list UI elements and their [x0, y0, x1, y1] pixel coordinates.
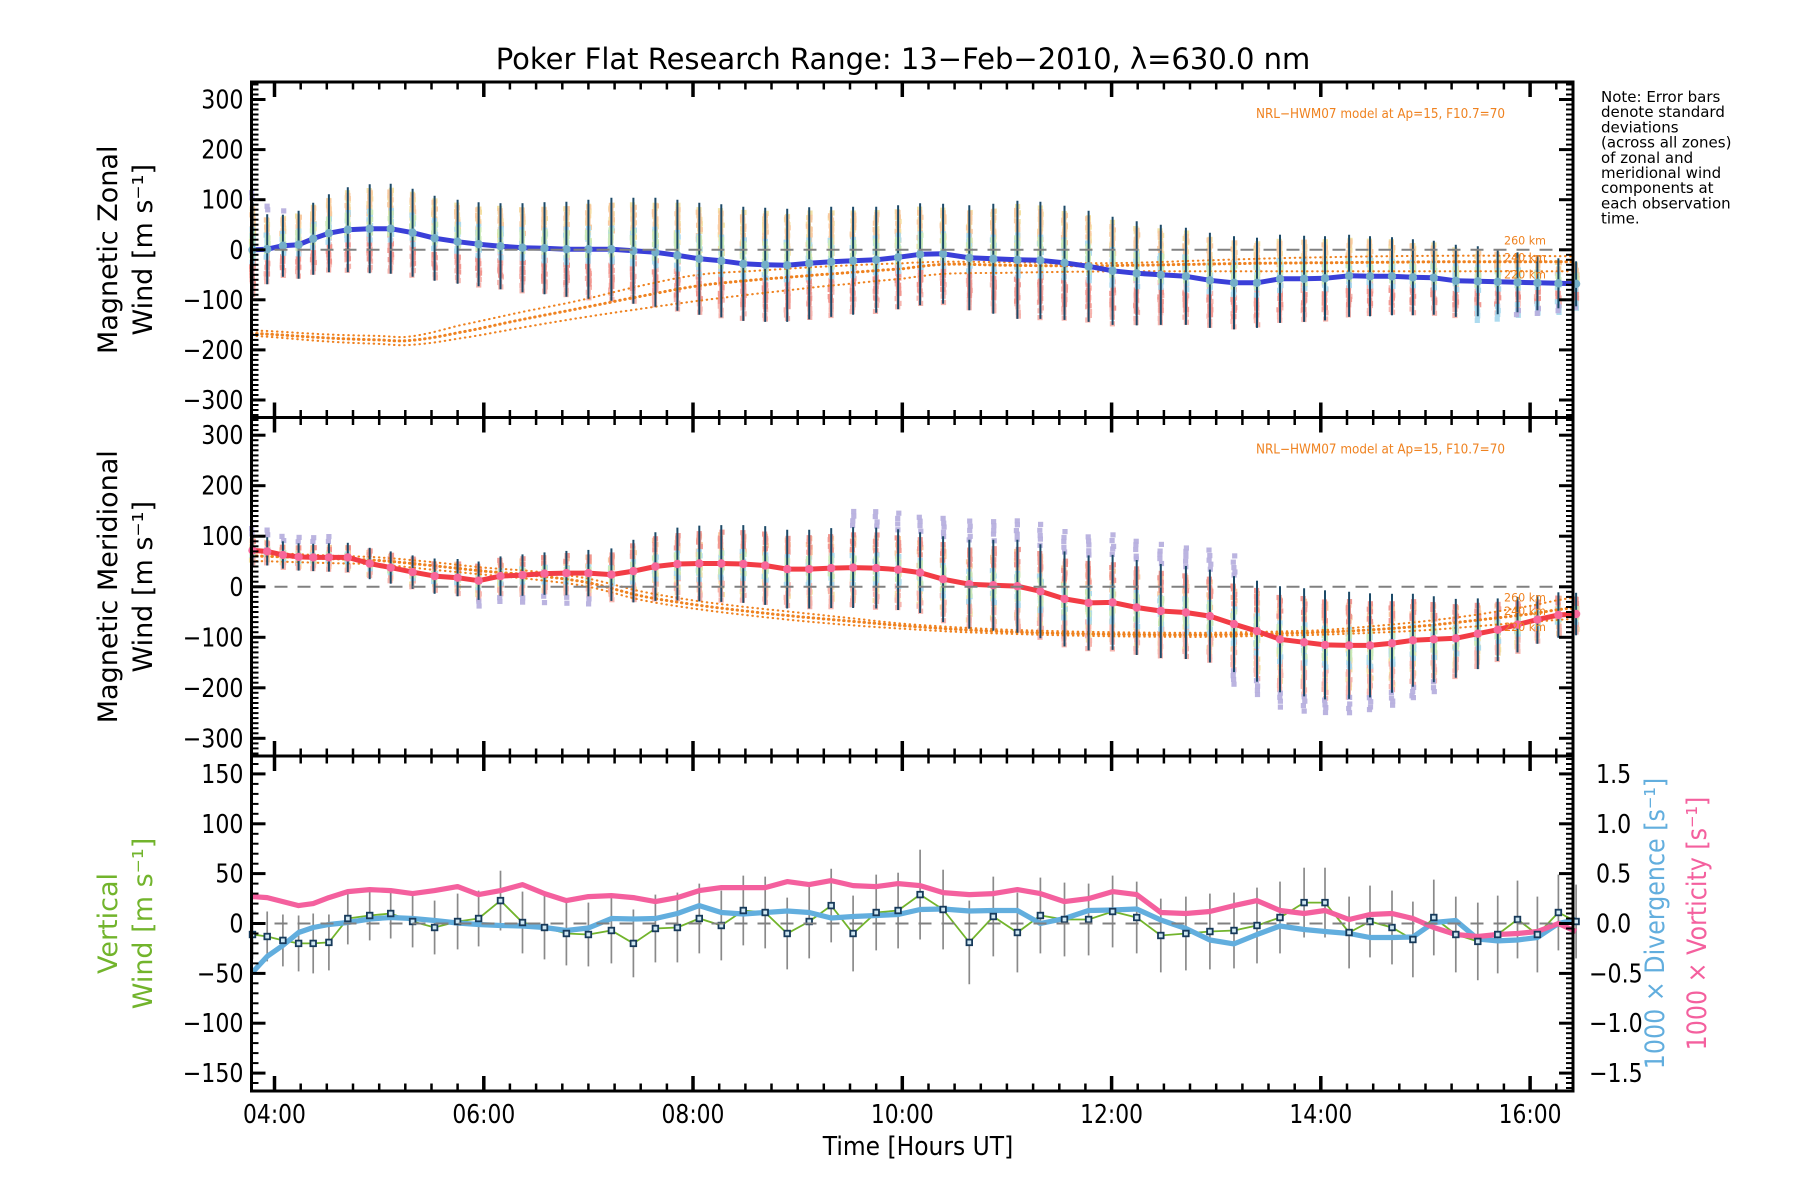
- ylabel-zonal-line2-text: Wind [m s⁻¹]: [128, 164, 159, 336]
- panel-zonal-frame: [250, 80, 1575, 419]
- altitude-label-zonal-220-km: 220 km: [1504, 267, 1546, 281]
- panel-vertical-ytick-labels: −150 −100 −50 0 50 100 150 1.5 1.0 0.5 0…: [183, 760, 1643, 1089]
- xtick-label-2: 08:00: [662, 1100, 725, 1130]
- ytick-label-meridional--200: −200: [183, 674, 244, 704]
- xtick-label-4: 12:00: [1080, 1100, 1143, 1130]
- ytick-label-meridional-100: 100: [201, 522, 243, 552]
- ytick-label-zonal-100: 100: [201, 186, 243, 216]
- altitude-label-zonal-240-km: 240 km: [1504, 250, 1546, 264]
- xtick-label-6: 16:00: [1499, 1100, 1562, 1130]
- note-line-4: of zonal and: [1601, 149, 1693, 167]
- panel-zonal-ytick-labels: −300 −200 −100 0 100 200 300: [183, 86, 244, 417]
- ylabel-zonal-line2: Wind [m s⁻¹]: [128, 164, 159, 336]
- ytick-label-zonal-300: 300: [201, 86, 243, 116]
- ytick-label-zonal--100: −100: [183, 286, 244, 316]
- panel-meridional-error-bars: [251, 525, 1578, 700]
- ytick-label-meridional--100: −100: [183, 623, 244, 653]
- model-label-meridional: NRL−HWM07 model at Ap=15, F10.7=70: [1256, 442, 1505, 458]
- panel-vertical-error-bars: [251, 849, 1577, 985]
- panel-meridional-wind-markers: [248, 546, 1581, 650]
- panel-meridional-frame: [250, 416, 1575, 758]
- ylabel-vorticity: 1000 × Vorticity [s⁻¹]: [1682, 797, 1713, 1051]
- ytick-label-meridional-0: 0: [229, 573, 243, 603]
- ytick-label-vertical--150: −150: [183, 1059, 244, 1089]
- panel-vertical-divergence-line: [250, 902, 1577, 975]
- altitude-label-meridional-240-km: 240 km: [1504, 604, 1546, 618]
- ytick-label-vertical-50: 50: [215, 860, 243, 890]
- ylabel-vertical-line2-text: Wind [m s⁻¹]: [128, 838, 159, 1010]
- note-line-3: (across all zones): [1601, 134, 1731, 152]
- note-line-7: each observation: [1601, 194, 1731, 212]
- altitude-label-meridional-220-km: 220 km: [1504, 620, 1546, 634]
- ytick-label-vertical--50: −50: [197, 959, 244, 989]
- ytick-label-right-3: 0.0: [1596, 910, 1631, 940]
- note-text: Note: Error bars denote standard deviati…: [1601, 88, 1731, 228]
- panel-vertical-frame: [250, 754, 1575, 1093]
- ytick-label-zonal-200: 200: [201, 136, 243, 166]
- ytick-label-right-5: −1.0: [1589, 1009, 1643, 1039]
- ylabel-meridional-line2: Wind [m s⁻¹]: [128, 501, 159, 673]
- panel-meridional-ytick-labels: −300 −200 −100 0 100 200 300: [183, 421, 244, 754]
- panel-meridional-zone-scatter: [248, 508, 1580, 716]
- ylabel-vertical-line1: Vertical: [93, 873, 124, 974]
- note-line-0: Note: Error bars: [1601, 88, 1721, 106]
- panel-vertical-wind-markers: [248, 890, 1580, 948]
- note-line-2: deviations: [1601, 118, 1679, 136]
- ytick-label-vertical-100: 100: [201, 810, 243, 840]
- panel-zonal-wind-markers: [248, 224, 1581, 288]
- panel-meridional-hwm07-model-curves: [250, 551, 1575, 638]
- ytick-label-meridional--300: −300: [183, 724, 244, 754]
- xtick-label-1: 06:00: [452, 1100, 515, 1130]
- ylabel-meridional-line1: Magnetic Meridional: [93, 450, 124, 723]
- ytick-label-vertical--100: −100: [183, 1009, 244, 1039]
- panel-zonal-hwm07-model-curves: [250, 254, 1575, 347]
- chart-title-text: Poker Flat Research Range: 13−Feb−2010, …: [496, 42, 1311, 76]
- panel-zonal-model-label: NRL−HWM07 model at Ap=15, F10.7=70 260 k…: [1256, 106, 1546, 281]
- panel-meridional-model-label: NRL−HWM07 model at Ap=15, F10.7=70 260 k…: [1256, 442, 1546, 635]
- note-line-6: components at: [1601, 179, 1714, 197]
- ytick-label-right-4: −0.5: [1589, 959, 1643, 989]
- xtick-label-3: 10:00: [871, 1100, 934, 1130]
- panel-vertical-vorticity-line: [252, 877, 1578, 940]
- ylabel-divergence: 1000 × Divergence [s⁻¹]: [1640, 778, 1671, 1069]
- model-label-zonal: NRL−HWM07 model at Ap=15, F10.7=70: [1256, 106, 1505, 122]
- ylabel-vorticity-text: 1000 × Vorticity [s⁻¹]: [1682, 797, 1713, 1051]
- note-line-5: meridional wind: [1601, 164, 1721, 182]
- altitude-label-zonal-260-km: 260 km: [1504, 234, 1546, 248]
- panel-zonal-zone-scatter: [248, 187, 1580, 330]
- xtick-label-5: 14:00: [1289, 1100, 1352, 1130]
- ylabel-vertical-line2: Wind [m s⁻¹]: [128, 838, 159, 1010]
- x-axis-title: Time [Hours UT]: [822, 1132, 1013, 1162]
- ylabel-meridional-line1-text: Magnetic Meridional: [93, 450, 124, 723]
- ytick-label-zonal-0: 0: [229, 236, 243, 266]
- ylabel-zonal-line1-text: Magnetic Zonal: [93, 146, 124, 354]
- ylabel-vertical-line1-text: Vertical: [93, 873, 124, 974]
- ylabel-divergence-text: 1000 × Divergence [s⁻¹]: [1640, 778, 1671, 1069]
- note-line-1: denote standard: [1601, 103, 1725, 121]
- ytick-label-meridional-300: 300: [201, 421, 243, 451]
- ytick-label-right-0: 1.5: [1596, 760, 1631, 790]
- ytick-label-right-1: 1.0: [1596, 810, 1631, 840]
- chart-title: Poker Flat Research Range: 13−Feb−2010, …: [496, 42, 1311, 76]
- altitude-label-meridional-260-km: 260 km: [1504, 590, 1546, 604]
- ytick-label-vertical-150: 150: [201, 760, 243, 790]
- ytick-label-vertical-0: 0: [229, 910, 243, 940]
- ytick-label-zonal--200: −200: [183, 336, 244, 366]
- ytick-label-zonal--300: −300: [183, 386, 244, 416]
- x-axis-labels: 04:00 06:00 08:00 10:00 12:00 14:00 16:0…: [243, 1100, 1562, 1162]
- note-line-8: time.: [1601, 210, 1640, 228]
- ylabel-zonal-line1: Magnetic Zonal: [93, 146, 124, 354]
- ytick-label-meridional-200: 200: [201, 472, 243, 502]
- xtick-label-0: 04:00: [243, 1100, 306, 1130]
- ylabel-meridional-line2-text: Wind [m s⁻¹]: [128, 501, 159, 673]
- ytick-label-right-2: 0.5: [1596, 860, 1631, 890]
- ytick-label-right-6: −1.5: [1589, 1059, 1643, 1089]
